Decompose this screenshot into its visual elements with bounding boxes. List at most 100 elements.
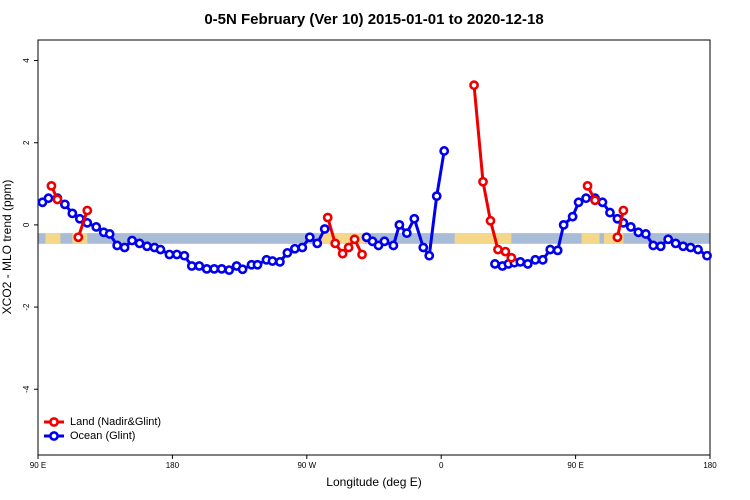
point bbox=[337, 248, 348, 259]
legend-marker bbox=[49, 417, 59, 427]
point bbox=[409, 213, 420, 224]
point bbox=[545, 244, 556, 255]
point bbox=[648, 240, 659, 251]
point bbox=[515, 256, 526, 267]
point bbox=[678, 241, 689, 252]
point bbox=[209, 263, 220, 274]
x-tick-label: 90 W bbox=[297, 461, 316, 470]
point bbox=[478, 176, 488, 187]
point bbox=[439, 146, 450, 156]
point bbox=[506, 252, 517, 263]
point bbox=[216, 263, 227, 274]
point bbox=[633, 227, 644, 238]
y-tick-label: 0 bbox=[22, 222, 31, 227]
point bbox=[522, 259, 533, 269]
point bbox=[171, 249, 182, 260]
point bbox=[612, 232, 623, 243]
point bbox=[304, 232, 315, 243]
point bbox=[282, 247, 293, 258]
x-tick-label: 180 bbox=[703, 461, 717, 470]
point bbox=[685, 242, 696, 253]
point bbox=[552, 245, 563, 256]
legend-marker bbox=[49, 431, 59, 441]
point bbox=[590, 195, 600, 206]
point bbox=[625, 222, 636, 232]
point bbox=[469, 80, 479, 91]
point bbox=[237, 264, 248, 275]
point bbox=[431, 191, 442, 202]
land-span bbox=[45, 233, 61, 244]
point bbox=[605, 207, 615, 218]
point bbox=[500, 246, 511, 257]
y-tick-label: -4 bbox=[22, 385, 31, 393]
point bbox=[418, 242, 429, 253]
y-tick-label: 2 bbox=[22, 140, 31, 145]
point bbox=[67, 208, 78, 219]
point bbox=[52, 194, 63, 205]
point bbox=[558, 220, 569, 230]
point bbox=[186, 261, 197, 271]
point bbox=[485, 215, 496, 226]
point bbox=[179, 250, 190, 261]
series-line bbox=[50, 85, 625, 259]
point bbox=[530, 254, 541, 265]
point bbox=[119, 242, 130, 253]
point bbox=[582, 180, 593, 191]
point bbox=[537, 254, 548, 265]
point bbox=[82, 205, 93, 216]
point bbox=[655, 241, 666, 252]
legend-label: Land (Nadir&Glint) bbox=[70, 416, 161, 428]
land-span bbox=[321, 233, 366, 244]
point bbox=[312, 238, 323, 249]
point bbox=[112, 240, 123, 251]
point bbox=[401, 228, 412, 239]
point bbox=[490, 259, 500, 269]
chart-title: 0-5N February (Ver 10) 2015-01-01 to 202… bbox=[204, 11, 543, 28]
point bbox=[46, 180, 57, 191]
point bbox=[330, 238, 341, 249]
x-axis-label: Longitude (deg E) bbox=[326, 475, 421, 489]
y-axis-label: XCO2 - MLO trend (ppm) bbox=[0, 180, 14, 315]
point bbox=[322, 212, 333, 223]
point bbox=[155, 244, 166, 255]
point bbox=[164, 249, 175, 260]
point bbox=[319, 224, 330, 234]
point bbox=[275, 256, 285, 267]
point bbox=[670, 238, 681, 249]
point bbox=[581, 193, 591, 204]
point bbox=[267, 256, 278, 266]
y-tick-label: -2 bbox=[22, 303, 31, 311]
point bbox=[127, 235, 137, 246]
point bbox=[640, 229, 651, 239]
x-tick-label: 0 bbox=[439, 461, 444, 470]
point bbox=[142, 241, 152, 252]
point bbox=[104, 229, 115, 239]
point bbox=[493, 244, 503, 255]
point bbox=[573, 197, 584, 208]
legend-label: Ocean (Glint) bbox=[70, 430, 135, 442]
y-tick-label: 4 bbox=[22, 58, 31, 63]
point bbox=[693, 244, 703, 255]
point bbox=[73, 232, 84, 243]
land-span bbox=[581, 233, 600, 244]
point bbox=[194, 261, 205, 271]
point bbox=[567, 211, 578, 222]
point bbox=[618, 205, 629, 216]
point bbox=[289, 243, 300, 254]
point bbox=[224, 265, 235, 275]
point bbox=[134, 238, 145, 249]
land-span bbox=[454, 233, 512, 244]
x-tick-label: 90 E bbox=[30, 461, 46, 470]
point bbox=[357, 249, 367, 260]
point bbox=[349, 234, 360, 245]
point bbox=[663, 234, 674, 245]
point bbox=[597, 197, 608, 208]
plot-frame bbox=[37, 39, 711, 456]
point bbox=[394, 220, 405, 230]
point bbox=[201, 263, 212, 274]
point bbox=[252, 259, 263, 270]
point bbox=[297, 242, 308, 253]
point bbox=[702, 250, 712, 261]
point bbox=[59, 199, 70, 210]
